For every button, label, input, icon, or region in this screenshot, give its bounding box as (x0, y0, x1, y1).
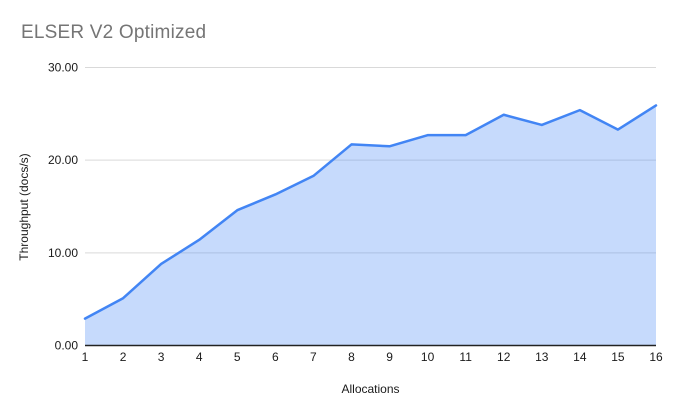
chart-title: ELSER V2 Optimized (21, 22, 207, 43)
x-tick-label: 2 (120, 350, 127, 364)
x-tick-label: 13 (535, 350, 549, 364)
x-tick-label: 15 (611, 350, 625, 364)
y-tick-label: 10.00 (48, 246, 78, 260)
x-tick-label: 12 (497, 350, 511, 364)
x-tick-label: 3 (158, 350, 165, 364)
x-tick-label: 10 (421, 350, 435, 364)
x-tick-label: 8 (348, 350, 355, 364)
x-tick-label: 7 (310, 350, 317, 364)
x-tick-label: 4 (196, 350, 203, 364)
x-tick-label: 6 (272, 350, 279, 364)
y-tick-label: 20.00 (48, 153, 78, 167)
x-tick-label: 11 (459, 350, 472, 364)
x-tick-label: 16 (649, 350, 663, 364)
area-fill (85, 105, 656, 346)
y-tick-label: 30.00 (48, 61, 78, 75)
x-tick-label: 14 (573, 350, 587, 364)
x-tick-label: 5 (234, 350, 241, 364)
series-line (83, 104, 658, 320)
x-axis-title: Allocations (341, 382, 400, 396)
x-tick-label: 9 (386, 350, 393, 364)
x-tick-label: 1 (82, 350, 89, 364)
y-tick-label: 0.00 (55, 339, 79, 353)
